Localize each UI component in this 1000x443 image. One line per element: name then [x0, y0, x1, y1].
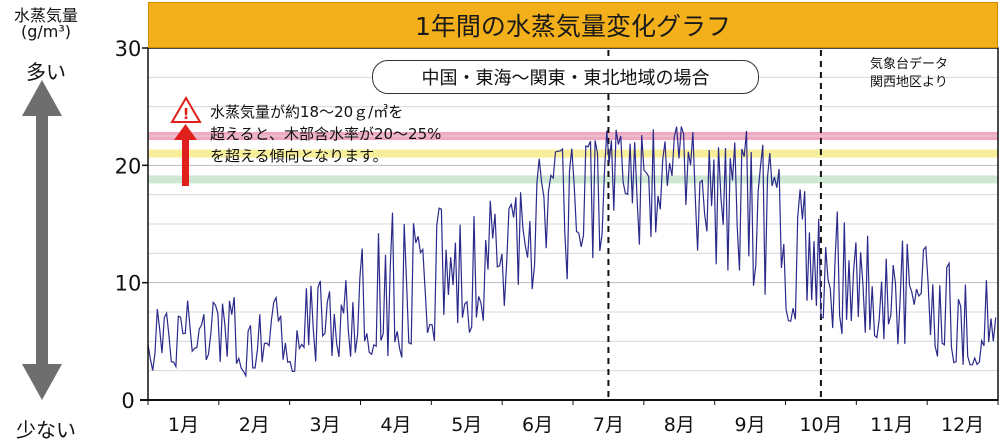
- x-tick-label: 7月: [593, 414, 624, 436]
- source-line-2: 関西地区より: [870, 75, 948, 90]
- threshold-note: 水蒸気量が約18〜20ｇ/㎥を 超えると、木部含水率が20〜25% を超える傾向…: [210, 101, 540, 167]
- x-tick-label: 9月: [735, 414, 766, 436]
- scale-arrow-down-icon: [22, 364, 62, 400]
- note-line-3: を超える傾向となります。: [210, 147, 388, 165]
- scale-arrow-shaft: [36, 108, 48, 370]
- x-tick-label: 2月: [239, 414, 270, 436]
- source-label: 気象台データ 関西地区より: [870, 56, 990, 92]
- x-tick-label: 8月: [664, 414, 695, 436]
- y-tick-label: 10: [115, 272, 142, 296]
- x-tick-label: 4月: [380, 414, 411, 436]
- region-label: 中国・東海〜関東・東北地域の場合: [372, 60, 759, 94]
- warning-mark: !: [183, 105, 190, 123]
- source-line-1: 気象台データ: [870, 57, 949, 72]
- warning-triangle-icon: [170, 96, 202, 123]
- x-tick-label: 1月: [168, 414, 199, 436]
- x-tick-labels: 1月 2月 3月 4月 5月 6月 7月 8月 9月 10月 11月 12月: [168, 414, 984, 436]
- y-axis-label-line1: 水蒸気量: [13, 6, 78, 25]
- x-tick-label: 5月: [451, 414, 482, 436]
- y-tick-label: 0: [121, 389, 134, 413]
- x-tick-label: 10月: [799, 414, 842, 436]
- x-tick-label: 6月: [522, 414, 553, 436]
- decorations: !: [22, 80, 202, 400]
- season-dividers: [607, 50, 822, 400]
- low-label: 少ない: [16, 418, 76, 442]
- note-line-1: 水蒸気量が約18〜20ｇ/㎥を: [210, 103, 404, 121]
- y-tick-label: 20: [115, 154, 142, 178]
- gridlines: [148, 76, 998, 372]
- y-tick-label: 30: [115, 37, 142, 61]
- scale-arrow-up-icon: [22, 80, 62, 116]
- x-tick-label: 12月: [941, 414, 984, 436]
- humidity-line: [147, 126, 997, 379]
- y-tick-labels: 0 10 20 30: [115, 37, 142, 413]
- high-label: 多い: [26, 60, 66, 84]
- band-yellow: [148, 149, 998, 158]
- red-arrow-shaft: [182, 134, 189, 186]
- humidity-series: [147, 126, 997, 379]
- note-line-2: 超えると、木部含水率が20〜25%: [210, 125, 442, 143]
- plot-frame: [140, 47, 999, 405]
- y-axis-label-line2: (g/m³): [20, 22, 72, 41]
- x-tick-label: 11月: [870, 414, 913, 436]
- chart-title: 1年間の水蒸気量変化グラフ: [148, 2, 998, 48]
- x-tick-label: 3月: [310, 414, 341, 436]
- red-up-arrow-icon: [174, 124, 197, 140]
- band-green: [148, 175, 998, 184]
